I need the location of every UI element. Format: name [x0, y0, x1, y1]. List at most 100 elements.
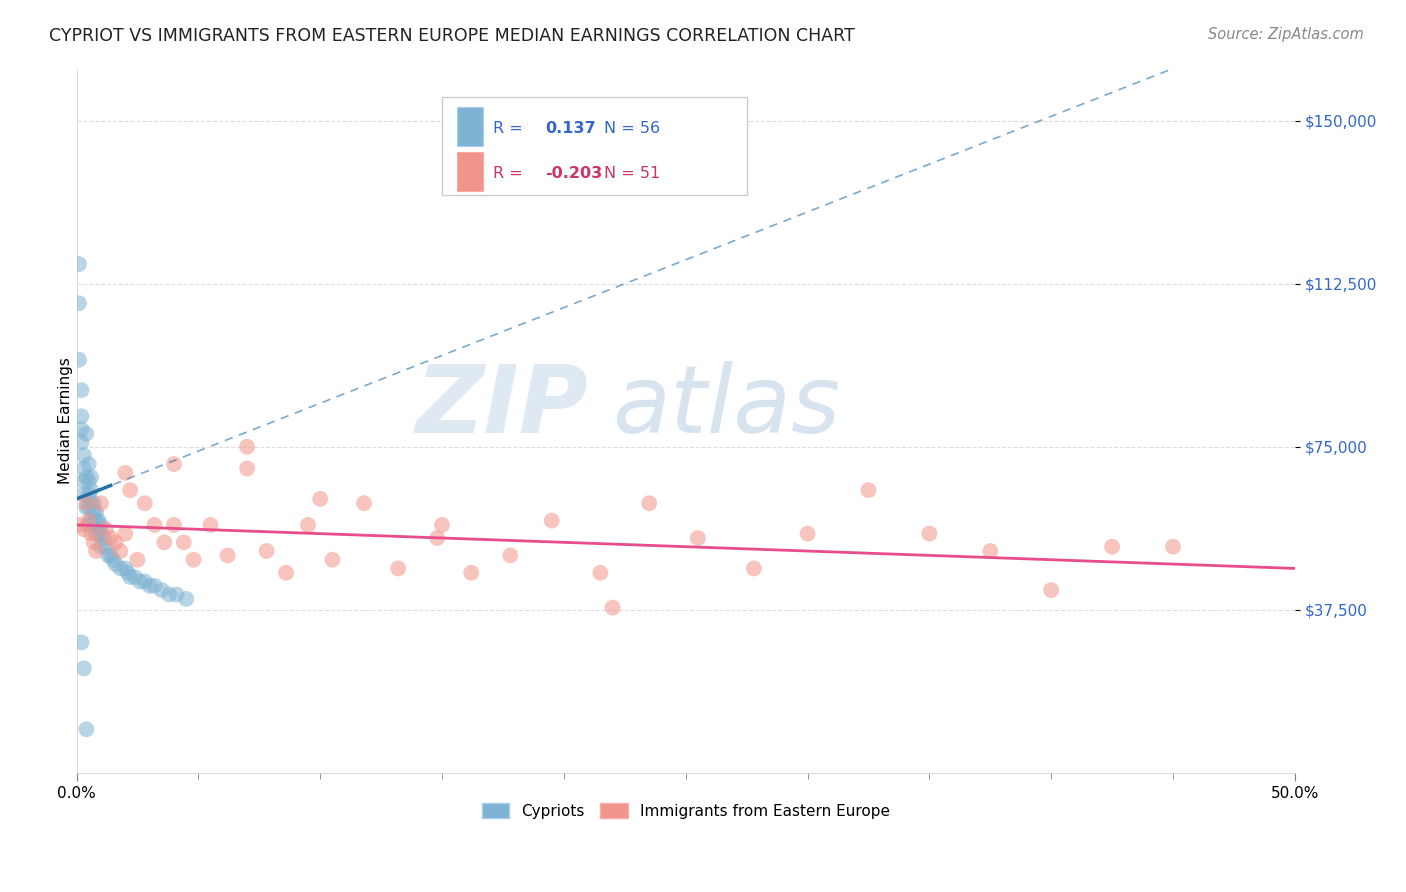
Text: R =: R = [494, 166, 529, 181]
Point [80, 514, 103, 528]
Point [134, 574, 156, 589]
Point [163, 518, 186, 533]
FancyBboxPatch shape [457, 153, 484, 191]
Point [101, 553, 124, 567]
Point [114, 526, 136, 541]
Point [84, 544, 107, 558]
Point [84, 514, 107, 528]
Point [77, 518, 100, 533]
Point [100, 531, 122, 545]
Point [120, 483, 142, 498]
Point [1101, 540, 1123, 554]
Point [75, 426, 97, 441]
Point [353, 496, 375, 510]
Point [90, 496, 112, 510]
Point [166, 587, 188, 601]
Y-axis label: Median Earnings: Median Earnings [58, 357, 73, 484]
Point [742, 561, 765, 575]
Point [150, 583, 173, 598]
Point [430, 518, 453, 533]
Point [236, 440, 259, 454]
Point [80, 526, 103, 541]
Point [143, 579, 166, 593]
Text: -0.203: -0.203 [546, 166, 603, 181]
Point [858, 483, 880, 498]
Point [297, 518, 319, 533]
Point [256, 544, 278, 558]
Point [1161, 540, 1184, 554]
Point [153, 535, 176, 549]
Point [104, 557, 127, 571]
Point [124, 570, 146, 584]
Point [70, 383, 93, 397]
Point [638, 496, 661, 510]
Point [387, 561, 409, 575]
Text: 0.137: 0.137 [546, 120, 596, 136]
Point [84, 526, 107, 541]
Point [83, 505, 105, 519]
FancyBboxPatch shape [441, 96, 747, 195]
Point [129, 574, 152, 589]
Point [110, 544, 132, 558]
Text: R =: R = [494, 120, 529, 136]
Point [90, 518, 112, 533]
Point [686, 531, 709, 545]
Point [77, 500, 100, 515]
Point [67, 296, 90, 310]
Point [104, 535, 127, 549]
Point [94, 522, 117, 536]
Point [83, 496, 105, 510]
Point [70, 635, 93, 649]
Point [93, 531, 115, 545]
Point [100, 549, 122, 563]
Point [90, 540, 112, 554]
Point [75, 723, 97, 737]
Point [426, 531, 449, 545]
Point [73, 449, 96, 463]
Point [217, 549, 239, 563]
Point [127, 553, 149, 567]
Point [67, 518, 90, 533]
Point [83, 518, 105, 533]
Point [1040, 583, 1063, 598]
Point [114, 466, 136, 480]
Point [110, 561, 132, 575]
Point [80, 483, 103, 498]
Text: N = 56: N = 56 [605, 120, 661, 136]
Point [73, 522, 96, 536]
Point [134, 496, 156, 510]
Point [80, 470, 103, 484]
Point [157, 587, 180, 601]
Point [183, 553, 205, 567]
Text: CYPRIOT VS IMMIGRANTS FROM EASTERN EUROPE MEDIAN EARNINGS CORRELATION CHART: CYPRIOT VS IMMIGRANTS FROM EASTERN EUROP… [49, 27, 855, 45]
Text: ZIP: ZIP [415, 360, 588, 452]
Point [117, 566, 139, 580]
Point [67, 257, 90, 271]
Point [67, 352, 90, 367]
Point [274, 566, 297, 580]
Point [77, 487, 100, 501]
Point [73, 661, 96, 675]
Text: Source: ZipAtlas.com: Source: ZipAtlas.com [1208, 27, 1364, 42]
Point [83, 535, 105, 549]
Legend: Cypriots, Immigrants from Eastern Europe: Cypriots, Immigrants from Eastern Europe [475, 797, 896, 825]
Point [84, 505, 107, 519]
Point [77, 475, 100, 489]
Point [918, 526, 941, 541]
Point [73, 475, 96, 489]
Point [75, 496, 97, 510]
Point [94, 540, 117, 554]
Point [77, 457, 100, 471]
FancyBboxPatch shape [457, 107, 484, 146]
Point [602, 600, 624, 615]
Point [236, 461, 259, 475]
Point [796, 526, 818, 541]
Point [75, 470, 97, 484]
Point [979, 544, 1001, 558]
Point [163, 457, 186, 471]
Point [87, 526, 110, 541]
Point [70, 435, 93, 450]
Point [309, 491, 332, 506]
Text: N = 51: N = 51 [605, 166, 661, 181]
Point [499, 549, 522, 563]
